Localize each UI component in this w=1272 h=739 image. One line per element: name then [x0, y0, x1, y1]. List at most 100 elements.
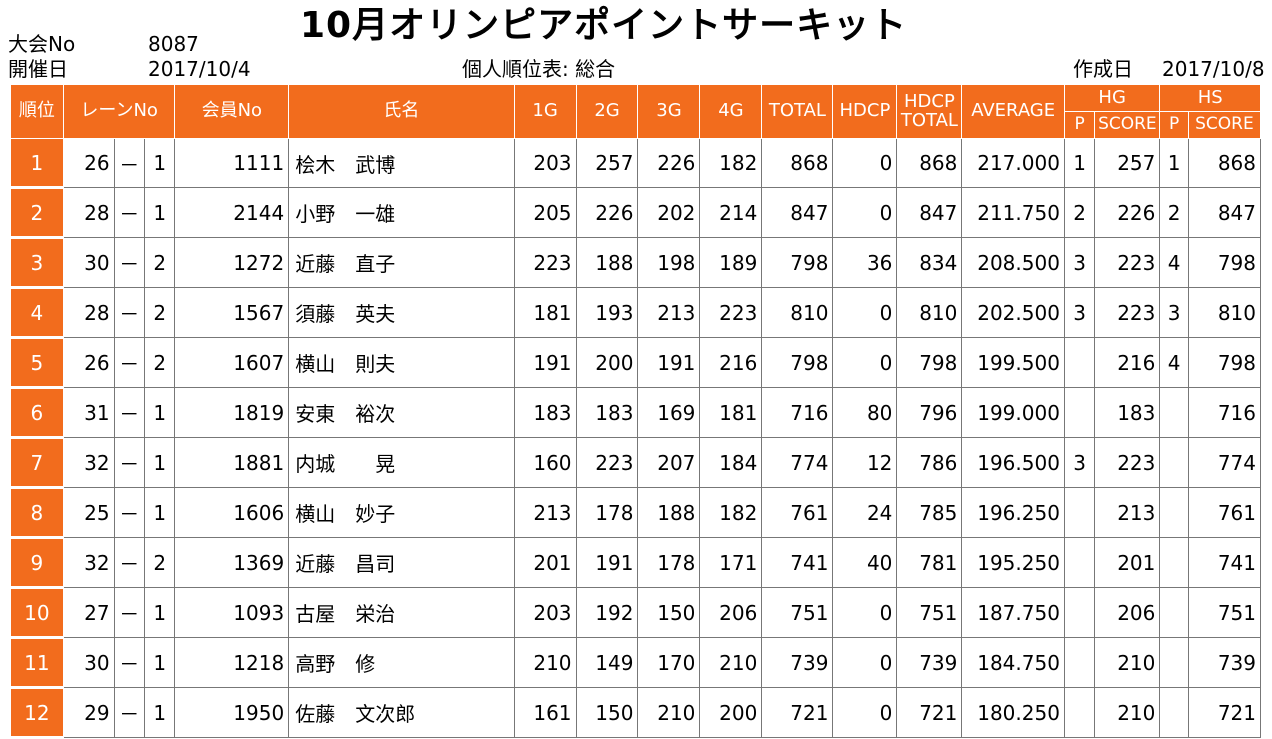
hs-p-cell: 1: [1159, 138, 1189, 188]
hg-p-cell: [1063, 637, 1096, 688]
player-name-cell: 小野 一雄: [288, 187, 515, 238]
lane-cell: 28: [62, 187, 115, 238]
hs-p-cell: 2: [1159, 187, 1189, 238]
lane-box-cell: 1: [144, 437, 176, 488]
lane-separator: －: [113, 337, 146, 388]
hdcp-total-cell: 847: [896, 187, 963, 238]
header-total: TOTAL: [761, 84, 834, 139]
game-1-cell: 160: [513, 437, 577, 488]
game-2-cell: 226: [575, 187, 639, 238]
game-4-cell: 214: [699, 187, 763, 238]
hg-p-cell: 1: [1063, 138, 1096, 188]
lane-cell: 30: [62, 237, 115, 288]
hdcp-total-cell: 721: [896, 687, 963, 738]
player-name-cell: 佐藤 文次郎: [288, 687, 515, 738]
total-cell: 798: [761, 237, 834, 288]
average-cell: 195.250: [961, 537, 1065, 588]
header-hg-p: P: [1063, 111, 1096, 139]
hg-p-cell: 3: [1063, 437, 1096, 488]
header-game-4: 4G: [699, 84, 763, 139]
hs-p-cell: [1159, 387, 1189, 438]
hs-score-cell: 847: [1187, 187, 1262, 238]
table-row: 2 28 － 1 2144 小野 一雄 205 226 202 214 847 0 847 211.750…: [10, 187, 1262, 239]
table-row: 1 26 － 1 1111 桧木 武博 203 257 226 182 868 0 868 217.000…: [10, 138, 1262, 189]
lane-cell: 32: [62, 437, 115, 488]
game-4-cell: 189: [699, 237, 763, 288]
member-no-cell: 1369: [174, 537, 290, 588]
lane-separator: －: [113, 687, 146, 738]
hdcp-total-cell: 834: [896, 237, 963, 288]
lane-cell: 29: [62, 687, 115, 738]
total-cell: 868: [761, 138, 834, 188]
hg-p-cell: [1063, 487, 1096, 538]
hg-score-cell: 201: [1094, 537, 1161, 588]
game-2-cell: 200: [575, 337, 639, 388]
game-2-cell: 183: [575, 387, 639, 438]
game-1-cell: 161: [513, 687, 577, 738]
table-row: 9 32 － 2 1369 近藤 昌司 201 191 178 171 741 40 781 195.25…: [10, 537, 1262, 589]
lane-box-cell: 2: [144, 537, 176, 588]
rank-cell: 8: [10, 487, 64, 539]
hdcp-total-cell: 739: [896, 637, 963, 688]
game-4-cell: 206: [699, 587, 763, 638]
game-2-cell: 223: [575, 437, 639, 488]
member-no-cell: 1111: [174, 138, 290, 188]
game-3-cell: 191: [637, 337, 701, 388]
header-lane: レーンNo: [62, 84, 176, 139]
lane-separator: －: [113, 637, 146, 688]
player-name-cell: 近藤 直子: [288, 237, 515, 288]
table-row: 10 27 － 1 1093 古屋 栄治 203 192 150 206 751 0 751 187.75…: [10, 587, 1262, 639]
hdcp-cell: 36: [832, 237, 898, 288]
hg-score-cell: 257: [1094, 138, 1161, 188]
rank-cell: 3: [10, 237, 64, 289]
player-name-cell: 高野 修: [288, 637, 515, 688]
event-date-label: 開催日: [8, 57, 68, 81]
hg-p-cell: [1063, 387, 1096, 438]
player-name-cell: 須藤 英夫: [288, 287, 515, 338]
total-cell: 798: [761, 337, 834, 388]
hdcp-cell: 0: [832, 138, 898, 188]
total-cell: 847: [761, 187, 834, 238]
lane-box-cell: 2: [144, 287, 176, 338]
lane-box-cell: 1: [144, 187, 176, 238]
total-cell: 741: [761, 537, 834, 588]
lane-separator: －: [113, 387, 146, 438]
total-cell: 751: [761, 587, 834, 638]
hdcp-cell: 24: [832, 487, 898, 538]
member-no-cell: 1881: [174, 437, 290, 488]
hg-p-cell: [1063, 687, 1096, 738]
hdcp-cell: 0: [832, 587, 898, 638]
game-1-cell: 203: [513, 138, 577, 188]
header-game-3: 3G: [637, 84, 701, 139]
player-name-cell: 桧木 武博: [288, 138, 515, 188]
page-title: 10月オリンピアポイントサーキット: [300, 5, 908, 46]
hg-p-cell: 3: [1063, 237, 1096, 288]
hs-score-cell: 751: [1187, 587, 1262, 638]
lane-cell: 32: [62, 537, 115, 588]
member-no-cell: 1218: [174, 637, 290, 688]
hg-score-cell: 216: [1094, 337, 1161, 388]
player-name-cell: 横山 則夫: [288, 337, 515, 388]
rank-cell: 11: [10, 637, 64, 689]
average-cell: 187.750: [961, 587, 1065, 638]
member-no-cell: 2144: [174, 187, 290, 238]
game-1-cell: 201: [513, 537, 577, 588]
table-row: 4 28 － 2 1567 須藤 英夫 181 193 213 223 810 0 810 202.500…: [10, 287, 1262, 339]
player-name-cell: 近藤 昌司: [288, 537, 515, 588]
hs-score-cell: 774: [1187, 437, 1262, 488]
hg-score-cell: 213: [1094, 487, 1161, 538]
hdcp-cell: 0: [832, 287, 898, 338]
header-name: 氏名: [288, 84, 515, 139]
game-4-cell: 171: [699, 537, 763, 588]
lane-cell: 26: [62, 337, 115, 388]
header-hdcp: HDCP: [832, 84, 898, 139]
tournament-no-value: 8087: [148, 32, 199, 56]
created-date-value: 2017/10/8: [1162, 57, 1265, 81]
table-row: 12 29 － 1 1950 佐藤 文次郎 161 150 210 200 721 0 721 180.2…: [10, 687, 1262, 739]
total-cell: 721: [761, 687, 834, 738]
lane-separator: －: [113, 587, 146, 638]
hs-p-cell: 4: [1159, 337, 1189, 388]
rank-cell: 5: [10, 337, 64, 389]
player-name-cell: 内城 晃: [288, 437, 515, 488]
game-1-cell: 203: [513, 587, 577, 638]
